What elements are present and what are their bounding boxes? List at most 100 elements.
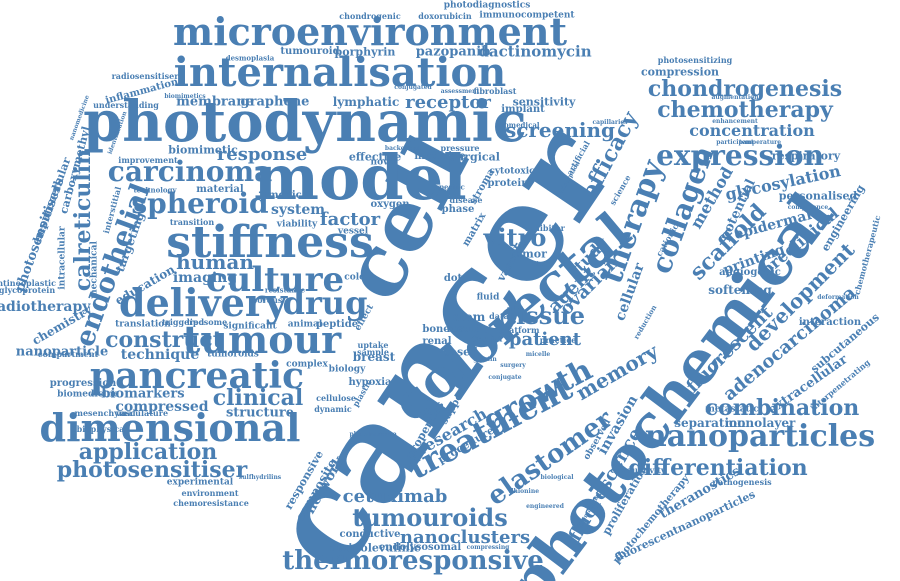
word-conductive: conductive bbox=[339, 529, 401, 540]
word-biomarkers: biomarkers bbox=[101, 386, 185, 402]
word-progression: progression bbox=[49, 378, 117, 389]
word-participant: participant bbox=[716, 139, 754, 146]
word-biophysical: biophysical bbox=[76, 424, 128, 434]
word-improvement: improvement bbox=[118, 155, 178, 165]
word-understanding: understanding bbox=[93, 100, 159, 110]
word-effective: effective bbox=[348, 150, 402, 164]
word-photodynamic: photodynamic bbox=[83, 89, 527, 155]
word-immunocompetent: immunocompetent bbox=[479, 10, 575, 21]
word-renal: renal bbox=[422, 336, 452, 347]
word-patient: patient bbox=[508, 329, 582, 350]
word-novel: novel bbox=[370, 157, 398, 168]
word-tumour: tumour bbox=[182, 317, 342, 362]
word-tumouroid: tumouroid bbox=[280, 46, 340, 57]
word-protein: protein bbox=[487, 178, 529, 189]
word-conjugated: conjugated bbox=[394, 84, 432, 91]
word-separation: separation bbox=[674, 416, 746, 430]
word-material: material bbox=[196, 184, 244, 195]
word-human: human bbox=[176, 250, 254, 274]
word-stem: stem bbox=[452, 310, 486, 324]
word-capillaries: capillaries bbox=[592, 119, 628, 126]
word-photodiagnostics: photodiagnostics bbox=[443, 0, 531, 11]
word-structure: structure bbox=[225, 405, 295, 421]
word-screening: screening bbox=[504, 118, 616, 142]
word-sensitivity: sensitivity bbox=[512, 95, 576, 109]
word-delivery: delivery bbox=[119, 280, 287, 325]
word-radiosensitiser: radiosensitiser bbox=[111, 71, 179, 81]
word-breast: breast bbox=[352, 350, 396, 364]
word-peptide: peptide bbox=[315, 319, 359, 330]
word-antineoplastic: antineoplastic bbox=[0, 278, 56, 288]
word-specific: specific bbox=[435, 182, 465, 192]
word-pancreatic: pancreatic bbox=[89, 355, 305, 397]
word-nanoparticles: nanoparticles bbox=[644, 419, 876, 454]
word-result: result bbox=[446, 324, 480, 335]
word-aminolevulinic: aminolevulinic bbox=[329, 541, 421, 555]
word-background: background bbox=[384, 145, 426, 152]
word-tumor: tumor bbox=[509, 247, 547, 261]
word-dot: dot bbox=[443, 273, 463, 284]
word-surgery: surgery bbox=[500, 362, 526, 369]
word-radiotherapy: radiotherapy bbox=[0, 299, 91, 315]
word-spheroid: spheroid bbox=[131, 187, 269, 220]
word-dimensional: dimensional bbox=[39, 405, 301, 450]
word-fluid: fluid bbox=[476, 292, 500, 303]
word-doxorubicin: doxorubicin bbox=[418, 11, 472, 21]
word-competence: competence bbox=[787, 204, 829, 211]
word-data: data bbox=[489, 311, 509, 321]
word-biomimetic: biomimetic bbox=[168, 143, 238, 157]
word-imaging: imaging bbox=[172, 270, 238, 286]
word-vessel: vessel bbox=[337, 226, 369, 237]
word-disease: disease bbox=[449, 195, 483, 205]
word-intracellular: intracellular bbox=[57, 226, 68, 290]
word-photosensitizing: photosensitizing bbox=[657, 55, 733, 65]
word-translation: translation bbox=[115, 319, 171, 330]
word-softening: softening bbox=[708, 283, 772, 297]
word-conjugate: conjugate bbox=[488, 374, 522, 381]
word-compressed: compressed bbox=[115, 399, 209, 415]
word-pressure: pressure bbox=[440, 143, 480, 153]
word-practice: practice bbox=[539, 335, 577, 345]
word-tumouroids: tumouroids bbox=[352, 503, 508, 532]
word-porphyrin: porphyrin bbox=[334, 45, 396, 59]
word-deformation: deformation bbox=[817, 294, 859, 301]
word-expression: expression bbox=[656, 139, 824, 172]
word-internalisation: internalisation bbox=[173, 49, 507, 96]
word-respiratory: respiratory bbox=[771, 149, 841, 163]
word-biomedical: biomedical bbox=[496, 120, 540, 130]
word-enhancement: enhancement bbox=[712, 118, 758, 125]
word-dynamic: dynamic bbox=[314, 404, 352, 414]
word-nanoparticle: nanoparticle bbox=[15, 344, 109, 360]
word-clinical: clinical bbox=[212, 385, 304, 411]
word-platform: platform bbox=[500, 325, 540, 335]
word-reduction: reduction bbox=[631, 303, 659, 341]
word-chondrogenic: chondrogenic bbox=[339, 11, 401, 21]
word-thermoresponsive: thermoresponsive bbox=[282, 546, 544, 576]
word-pazopanib: pazopanib bbox=[415, 44, 491, 60]
word-conductivity: conductivity bbox=[610, 465, 666, 475]
word-fibroblast: fibroblast bbox=[473, 86, 517, 96]
word-membrane: membrane bbox=[176, 94, 254, 110]
word-lymphatic: lymphatic bbox=[332, 95, 400, 109]
word-microenvironment: microenvironment bbox=[172, 9, 568, 54]
word-phase: phase bbox=[441, 204, 475, 215]
word-photosensitiser: photosensitiser bbox=[56, 457, 248, 483]
word-construct: construct bbox=[105, 327, 223, 353]
word-interaction: interaction bbox=[798, 317, 862, 328]
word-biological: biological bbox=[540, 474, 574, 481]
word-liposome: liposome bbox=[186, 317, 228, 327]
word-angiogenic: angiogenic bbox=[719, 267, 781, 278]
word-mesenchymal: mesenchymal bbox=[74, 408, 136, 418]
word-cough: cough bbox=[471, 334, 503, 345]
word-triggered: triggered bbox=[161, 317, 205, 327]
word-chemotherapy: chemotherapy bbox=[657, 97, 833, 123]
word-cetuximab: cetuximab bbox=[342, 486, 448, 507]
word-uptake: uptake bbox=[357, 340, 389, 350]
word-pathogenesis: pathogenesis bbox=[712, 477, 772, 487]
word-nanoclusters: nanoclusters bbox=[399, 527, 531, 548]
word-system: system bbox=[270, 202, 326, 218]
word-tumoroids: tumoroids bbox=[207, 349, 259, 360]
word-minor: minor bbox=[529, 261, 551, 268]
word-cytotoxic: cytotoxic bbox=[489, 166, 535, 177]
